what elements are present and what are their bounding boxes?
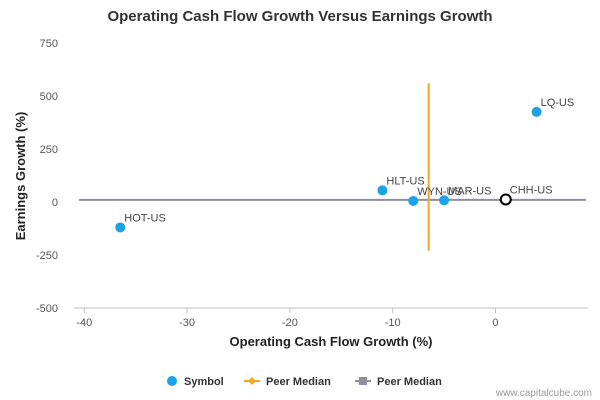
data-point[interactable] <box>115 222 126 233</box>
plot-area: -40 -30 -20 -10 0 -500 -250 0 250 500 750 HOT-US HLT… <box>36 38 588 329</box>
legend-label: Peer Median <box>266 376 331 388</box>
data-point-label: HLT-US <box>386 175 424 187</box>
legend-item[interactable]: Symbol <box>167 376 224 388</box>
legend-diamond-icon <box>248 377 256 385</box>
legend-label: Peer Median <box>377 376 442 388</box>
x-tick-label: -10 <box>385 317 401 329</box>
legend-item[interactable]: Peer Median <box>244 376 331 388</box>
y-tick-label: -500 <box>36 303 58 315</box>
y-tick-label: 0 <box>52 197 58 209</box>
y-tick-label: 250 <box>40 144 58 156</box>
y-axis-title: Earnings Growth (%) <box>13 112 28 241</box>
legend-item[interactable]: Peer Median <box>355 376 442 388</box>
x-axis-title: Operating Cash Flow Growth (%) <box>230 334 433 349</box>
data-point-label: LQ-US <box>541 97 575 109</box>
legend-square-icon <box>359 377 367 385</box>
y-tick-label: -250 <box>36 250 58 262</box>
x-tick-label: -40 <box>76 317 92 329</box>
data-point[interactable] <box>531 106 542 117</box>
data-point[interactable] <box>499 193 512 206</box>
x-tick-label: -30 <box>179 317 195 329</box>
data-point[interactable] <box>408 195 419 206</box>
credit-text: www.capitalcube.com <box>495 388 592 399</box>
data-point-label: CHH-US <box>510 184 553 196</box>
data-point[interactable] <box>439 195 450 206</box>
data-point-label: MAR-US <box>448 185 491 197</box>
chart-title: Operating Cash Flow Growth Versus Earnin… <box>107 8 492 25</box>
legend-label: Symbol <box>184 376 224 388</box>
y-tick-label: 500 <box>40 91 58 103</box>
legend-circle-icon <box>167 376 177 386</box>
y-tick-label: 750 <box>40 38 58 50</box>
data-point-label: WYN-US <box>417 186 462 198</box>
x-tick-label: 0 <box>492 317 498 329</box>
data-point-label: HOT-US <box>124 212 166 224</box>
x-tick-label: -20 <box>282 317 298 329</box>
data-point[interactable] <box>377 185 388 196</box>
legend: Symbol Peer Median Peer Median <box>167 376 442 388</box>
